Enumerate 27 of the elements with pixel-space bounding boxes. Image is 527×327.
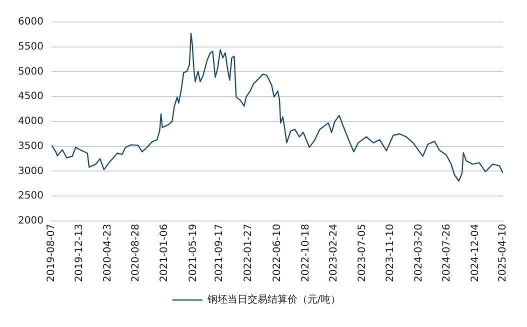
x-tick-label: 2023-02-24	[328, 224, 340, 282]
y-tick-label: 2500	[18, 190, 44, 202]
x-tick-label: 2024-03-20	[414, 224, 425, 282]
y-tick-label: 3000	[18, 166, 44, 177]
x-tick-label: 2021-09-17	[214, 224, 226, 282]
y-tick-label: 4500	[18, 91, 44, 102]
x-tick-label: 2020-08-28	[130, 224, 142, 282]
x-tick-label: 2020-04-23	[102, 224, 114, 282]
x-tick-label: 2023-11-10	[384, 224, 396, 282]
y-tick-label: 5000	[18, 66, 44, 78]
x-tick-label: 2024-12-04	[470, 224, 481, 282]
x-tick-label: 2019-12-13	[74, 224, 85, 282]
y-tick-label: 2000	[18, 215, 44, 226]
x-tick-label: 2021-05-19	[188, 224, 199, 282]
x-tick-label: 2021-01-06	[158, 224, 170, 282]
x-tick-label: 2024-07-26	[441, 224, 452, 282]
y-tick-label: 6000	[18, 16, 44, 28]
legend-label: 钢坯当日交易结算价（元/吨）	[206, 294, 341, 306]
y-tick-label: 3500	[18, 140, 44, 152]
y-tick-label: 5500	[18, 41, 44, 52]
x-tick-label: 2022-01-27	[242, 224, 254, 282]
y-tick-label: 4000	[18, 116, 44, 128]
x-tick-label: 2022-10-18	[300, 224, 312, 282]
x-tick-label: 2025-04-10	[498, 224, 509, 282]
x-tick-label: 2019-08-07	[46, 224, 58, 282]
x-tick-label: 2022-06-10	[272, 224, 284, 282]
x-tick-label: 2023-07-05	[357, 224, 368, 282]
